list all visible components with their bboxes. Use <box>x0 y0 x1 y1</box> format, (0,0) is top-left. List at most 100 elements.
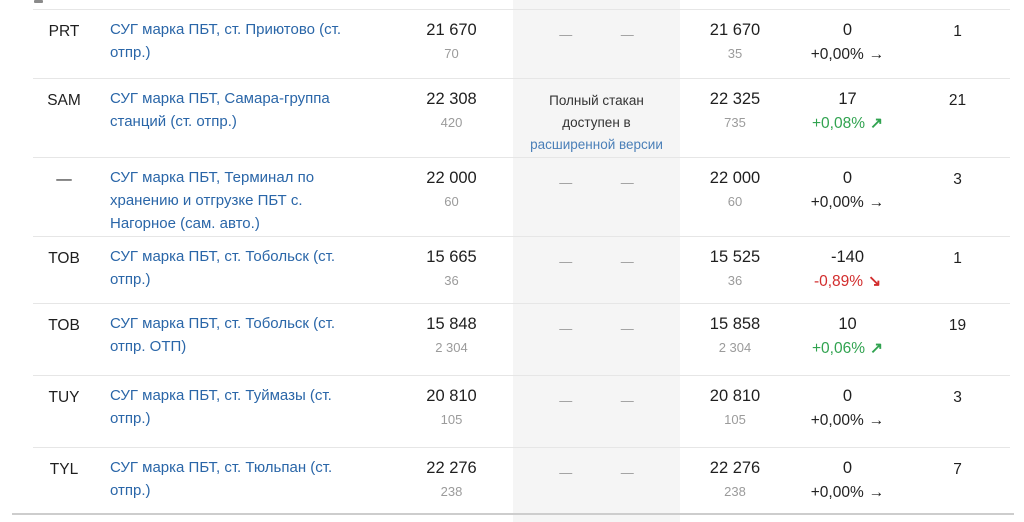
bid-cell: 15 848 2 304 <box>370 304 513 375</box>
ask-price: 22 276 <box>709 459 761 477</box>
bid-volume: 238 <box>440 484 463 499</box>
change-value: 0 <box>842 169 853 187</box>
change-percent: +0,00% <box>810 484 864 501</box>
change-cell: 17 +0,08% ↗ <box>790 79 905 157</box>
change-percent: +0,06% <box>811 340 865 357</box>
ask-cell: 20 810 105 <box>680 376 790 447</box>
instrument-link[interactable]: СУГ марка ПБТ, Самара-группа станций (ст… <box>110 90 330 130</box>
change-cell: 0 +0,00% → <box>790 158 905 236</box>
ask-volume: 35 <box>727 46 743 61</box>
bid-price: 20 810 <box>426 387 477 405</box>
ask-price: 21 670 <box>709 21 761 39</box>
extended-version-link[interactable]: расширенной версии <box>530 137 663 152</box>
table-row: TUY СУГ марка ПБТ, ст. Туймазы (ст. отпр… <box>33 375 1010 447</box>
bid-cell: 20 810 105 <box>370 376 513 447</box>
trend-arrow-icon: ↘ <box>868 273 882 290</box>
partial-row-bottom <box>33 515 1010 522</box>
bid-volume: 2 304 <box>435 340 468 355</box>
orderbook-cell: — — <box>513 376 680 447</box>
change-value: 0 <box>842 387 853 405</box>
no-data-dash-icon: — <box>620 321 634 336</box>
change-cell: 0 +0,00% → <box>790 448 905 515</box>
clipped-text-fragment <box>34 0 43 3</box>
trend-arrow-icon: ↗ <box>870 340 883 357</box>
change-value: 17 <box>838 90 857 108</box>
table-row: PRT СУГ марка ПБТ, ст. Приютово (ст. отп… <box>33 9 1010 78</box>
ask-cell: 22 276 238 <box>680 448 790 515</box>
full-orderbook-upsell-note: Полный стакан доступен в расширенной верси… <box>513 79 680 156</box>
upsell-note-line2: доступен в <box>562 115 631 130</box>
change-percent: +0,00% <box>810 412 864 429</box>
deals-count: 3 <box>953 389 962 406</box>
instrument-link[interactable]: СУГ марка ПБТ, ст. Тюльпан (ст. отпр.) <box>110 459 333 499</box>
instrument-name-cell: СУГ марка ПБТ, Терминал по хранению и от… <box>95 158 370 236</box>
instrument-link[interactable]: СУГ марка ПБТ, ст. Тобольск (ст. отпр. О… <box>110 315 335 355</box>
station-code: TOB <box>48 250 80 267</box>
instrument-name-cell: СУГ марка ПБТ, ст. Тобольск (ст. отпр. О… <box>95 304 370 375</box>
ask-volume: 105 <box>724 412 746 427</box>
instrument-name-cell: СУГ марка ПБТ, ст. Тобольск (ст. отпр.) <box>95 237 370 303</box>
orderbook-cell: — — <box>513 158 680 236</box>
ask-cell: 22 000 60 <box>680 158 790 236</box>
station-code: TYL <box>49 461 79 478</box>
bid-price: 22 276 <box>426 459 477 477</box>
no-data-dash-icon: — <box>559 321 573 336</box>
station-code: — <box>56 171 72 188</box>
no-data-dash-icon: — <box>620 175 634 190</box>
change-percent: +0,08% <box>811 115 865 132</box>
bid-volume: 60 <box>444 194 459 209</box>
change-percent: +0,00% <box>810 46 864 63</box>
ask-volume: 36 <box>727 273 743 288</box>
ask-volume: 238 <box>724 484 746 499</box>
instrument-link[interactable]: СУГ марка ПБТ, ст. Приютово (ст. отпр.) <box>110 21 342 61</box>
instrument-link[interactable]: СУГ марка ПБТ, Терминал по хранению и от… <box>110 169 315 232</box>
instrument-link[interactable]: СУГ марка ПБТ, ст. Туймазы (ст. отпр.) <box>110 387 332 427</box>
partial-row-top <box>33 0 1010 9</box>
bid-cell: 21 670 70 <box>370 10 513 78</box>
ask-price: 15 525 <box>709 248 761 266</box>
ask-cell: 15 858 2 304 <box>680 304 790 375</box>
deals-count: 19 <box>948 317 967 334</box>
ask-volume: 2 304 <box>718 340 752 355</box>
table-row: TOB СУГ марка ПБТ, ст. Тобольск (ст. отп… <box>33 236 1010 303</box>
deals-count: 1 <box>953 23 962 40</box>
station-code: TUY <box>48 389 80 406</box>
no-data-dash-icon: — <box>559 465 573 480</box>
deals-count: 3 <box>953 171 962 188</box>
no-data-dash-icon: — <box>559 27 573 42</box>
change-value: 0 <box>842 459 853 477</box>
no-data-dash-icon: — <box>559 175 573 190</box>
no-data-dash-icon: — <box>559 393 573 408</box>
trend-arrow-icon: → <box>868 194 885 211</box>
bid-cell: 15 665 36 <box>370 237 513 303</box>
change-percent: -0,89% <box>813 273 864 290</box>
orderbook-column-fragment <box>513 515 680 522</box>
change-value: -140 <box>830 248 865 266</box>
change-cell: -140 -0,89% ↘ <box>790 237 905 303</box>
table-row: SAM СУГ марка ПБТ, Самара-группа станций… <box>33 78 1010 157</box>
change-cell: 0 +0,00% → <box>790 376 905 447</box>
instrument-link[interactable]: СУГ марка ПБТ, ст. Тобольск (ст. отпр.) <box>110 248 335 288</box>
orderbook-cell: — — <box>513 237 680 303</box>
orderbook-cell: Полный стакан доступен в расширенной верси… <box>513 79 680 157</box>
upsell-note-line1: Полный стакан <box>549 93 644 108</box>
instrument-name-cell: СУГ марка ПБТ, Самара-группа станций (ст… <box>95 79 370 157</box>
ask-volume: 735 <box>724 115 746 130</box>
instrument-name-cell: СУГ марка ПБТ, ст. Туймазы (ст. отпр.) <box>95 376 370 447</box>
change-percent: +0,00% <box>810 194 864 211</box>
station-code: PRT <box>48 23 80 40</box>
bid-volume: 105 <box>440 412 463 427</box>
table-row: TYL СУГ марка ПБТ, ст. Тюльпан (ст. отпр… <box>33 447 1010 515</box>
station-code: TOB <box>48 317 80 334</box>
no-data-dash-icon: — <box>620 254 634 269</box>
bid-price: 15 848 <box>426 315 477 333</box>
change-value: 10 <box>838 315 857 333</box>
no-data-dash-icon: — <box>559 254 573 269</box>
bid-volume: 36 <box>444 273 459 288</box>
ask-cell: 21 670 35 <box>680 10 790 78</box>
ask-price: 15 858 <box>709 315 761 333</box>
change-value: 0 <box>842 21 853 39</box>
deals-count: 7 <box>953 461 962 478</box>
no-data-dash-icon: — <box>620 465 634 480</box>
